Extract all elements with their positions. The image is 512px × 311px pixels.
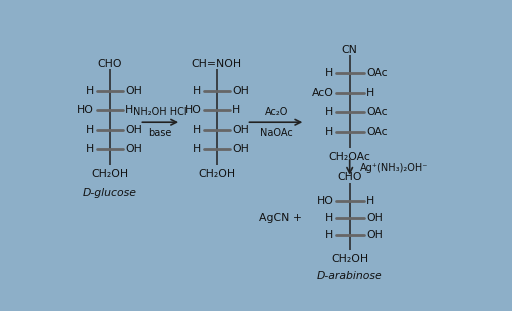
Text: AcO: AcO xyxy=(312,88,333,98)
Text: H: H xyxy=(86,144,94,155)
Text: OH: OH xyxy=(366,230,383,240)
Text: CH₂OH: CH₂OH xyxy=(331,254,368,264)
Text: H: H xyxy=(325,127,333,137)
Text: H: H xyxy=(232,105,241,115)
Text: NH₂OH HCl: NH₂OH HCl xyxy=(133,107,187,117)
Text: H: H xyxy=(325,213,333,223)
Text: OH: OH xyxy=(366,213,383,223)
Text: OAc: OAc xyxy=(366,127,388,137)
Text: OH: OH xyxy=(125,125,142,135)
Text: NaOAc: NaOAc xyxy=(260,128,293,138)
Text: H: H xyxy=(125,105,133,115)
Text: H: H xyxy=(193,125,201,135)
Text: D-arabinose: D-arabinose xyxy=(317,271,382,281)
Text: base: base xyxy=(148,128,172,138)
Text: OH: OH xyxy=(125,86,142,96)
Text: CN: CN xyxy=(342,45,358,55)
Text: HO: HO xyxy=(184,105,201,115)
Text: H: H xyxy=(325,107,333,118)
Text: Ag⁺(NH₃)₂OH⁻: Ag⁺(NH₃)₂OH⁻ xyxy=(359,163,428,173)
Text: HO: HO xyxy=(77,105,94,115)
Text: CH₂OH: CH₂OH xyxy=(198,169,236,179)
Text: HO: HO xyxy=(316,196,333,206)
Text: AgCN +: AgCN + xyxy=(259,213,302,223)
Text: OAc: OAc xyxy=(366,68,388,78)
Text: H: H xyxy=(86,125,94,135)
Text: CH₂OH: CH₂OH xyxy=(91,169,128,179)
Text: H: H xyxy=(366,88,374,98)
Text: OH: OH xyxy=(125,144,142,155)
Text: H: H xyxy=(86,86,94,96)
Text: D-glucose: D-glucose xyxy=(82,188,137,197)
Text: H: H xyxy=(366,196,374,206)
Text: OH: OH xyxy=(232,86,249,96)
Text: OH: OH xyxy=(232,144,249,155)
Text: Ac₂O: Ac₂O xyxy=(265,107,288,117)
Text: OAc: OAc xyxy=(366,107,388,118)
Text: OH: OH xyxy=(232,125,249,135)
Text: CH=NOH: CH=NOH xyxy=(191,59,242,69)
Text: CH₂OAc: CH₂OAc xyxy=(329,152,371,162)
Text: H: H xyxy=(325,68,333,78)
Text: CHO: CHO xyxy=(337,172,362,182)
Text: H: H xyxy=(193,86,201,96)
Text: H: H xyxy=(325,230,333,240)
Text: CHO: CHO xyxy=(97,59,122,69)
Text: H: H xyxy=(193,144,201,155)
